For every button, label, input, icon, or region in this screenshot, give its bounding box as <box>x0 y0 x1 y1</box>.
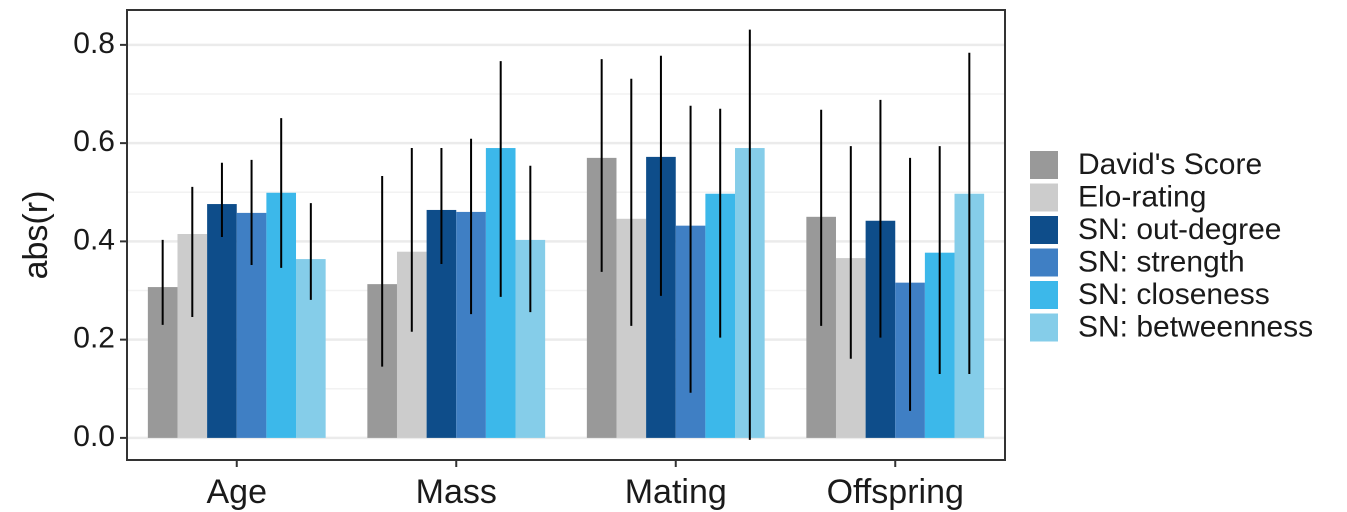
y-tick-label: 0.0 <box>73 420 115 453</box>
legend-label: SN: strength <box>1078 245 1245 278</box>
legend-swatch <box>1030 183 1058 212</box>
legend-label: Elo-rating <box>1078 180 1206 213</box>
y-tick-label: 0.6 <box>73 125 115 158</box>
y-axis-label: abs(r) <box>17 191 55 280</box>
legend-swatch <box>1030 151 1058 179</box>
plot-border <box>126 9 1006 461</box>
bar <box>207 204 237 438</box>
legend-swatch <box>1030 216 1058 244</box>
x-tick-label: Age <box>207 473 268 511</box>
x-tick-label: Mass <box>416 473 497 511</box>
legend-swatch <box>1030 248 1058 277</box>
legend-label: SN: out-degree <box>1078 213 1281 246</box>
legend-label: David's Score <box>1078 148 1262 181</box>
y-tick-label: 0.2 <box>73 322 115 355</box>
legend-swatch <box>1030 313 1058 342</box>
legend-label: SN: betweenness <box>1078 310 1313 343</box>
y-tick-label: 0.8 <box>73 27 115 60</box>
x-tick-label: Offspring <box>827 473 964 511</box>
legend-swatch <box>1030 281 1058 309</box>
y-tick-label: 0.4 <box>73 223 115 256</box>
x-tick-label: Mating <box>625 473 727 511</box>
legend-label: SN: closeness <box>1078 278 1270 311</box>
